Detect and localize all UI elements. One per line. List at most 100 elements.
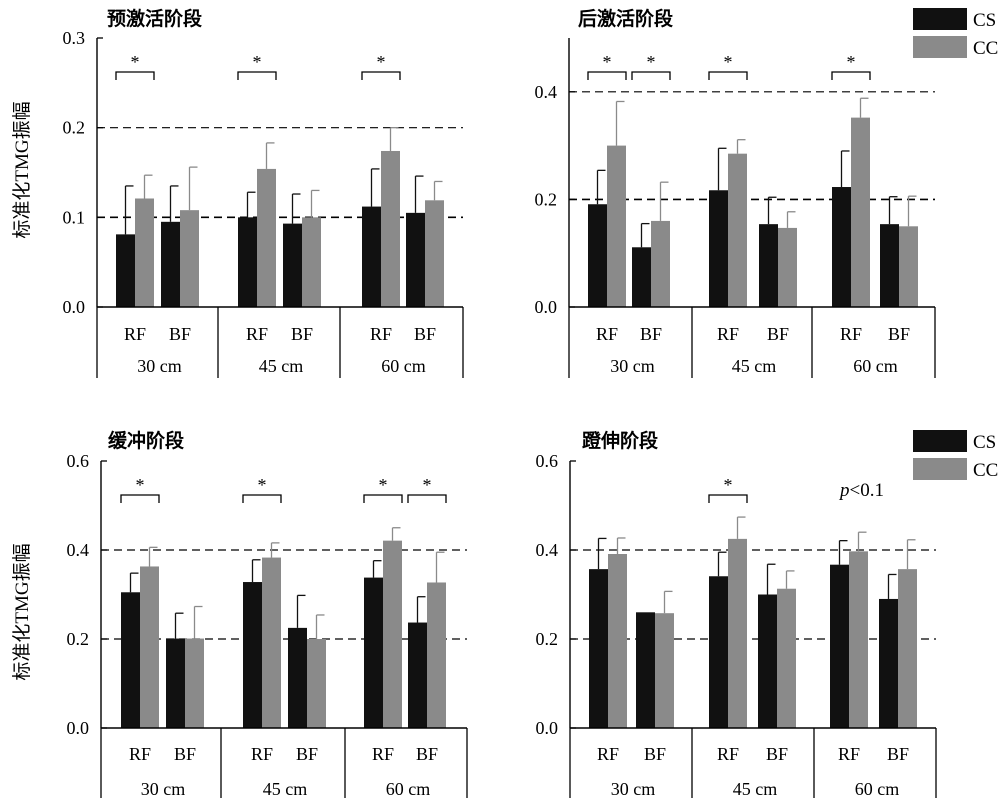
bar-cs-2	[161, 221, 180, 307]
bar-cs-2	[636, 612, 655, 728]
bar-cc-2	[185, 638, 204, 728]
category-label: RF	[596, 324, 618, 344]
chart-panel-3: 缓冲阶段 * * * * 0.0 0.2 0.4 0.6 RF BF RF BF RF BF 30 cm 45 …	[67, 429, 468, 799]
significance-star: *	[131, 52, 140, 72]
chart-panel-1: 预激活阶段 * * * 0.0 0.1 0.2 0.3 RF BF RF BF RF BF 30 cm 45 …	[63, 7, 464, 378]
bar-cc-3	[728, 153, 747, 307]
y-tick-label: 0.2	[536, 629, 559, 649]
y-tick-label: 0.4	[67, 540, 90, 560]
bar-cs-2	[166, 638, 185, 728]
bar-cc-5	[381, 150, 400, 307]
significance-bracket	[631, 71, 671, 80]
bar-cs-5	[364, 577, 383, 728]
bar-cc-3	[257, 168, 276, 307]
legend-swatch-cs	[913, 430, 967, 452]
significance-star: *	[423, 475, 432, 495]
group-label: 30 cm	[137, 356, 182, 376]
bar-cs-6	[408, 622, 427, 728]
significance-star: *	[377, 52, 386, 72]
category-label: RF	[251, 744, 273, 764]
significance-star: *	[603, 52, 612, 72]
group-label: 60 cm	[381, 356, 426, 376]
category-label: BF	[640, 324, 662, 344]
bar-cc-6	[427, 582, 446, 728]
bar-cs-5	[362, 206, 381, 307]
group-label: 60 cm	[855, 779, 900, 799]
legend-label-cc: CC	[973, 460, 998, 481]
category-label: BF	[414, 324, 436, 344]
bar-cc-2	[651, 220, 670, 307]
bar-cs-2	[632, 247, 651, 307]
legend-swatch-cc	[913, 458, 967, 480]
category-label: RF	[840, 324, 862, 344]
y-tick-label: 0.0	[67, 718, 90, 738]
category-label: RF	[246, 324, 268, 344]
bar-cs-6	[879, 598, 898, 728]
bar-cc-4	[777, 588, 796, 728]
bar-cc-1	[607, 145, 626, 307]
significance-bracket	[242, 494, 282, 503]
significance-star: *	[724, 52, 733, 72]
significance-bracket	[831, 71, 871, 80]
category-label: RF	[717, 324, 739, 344]
bar-cc-2	[655, 613, 674, 728]
bar-cs-3	[709, 576, 728, 728]
significance-star: *	[258, 475, 267, 495]
group-label: 45 cm	[263, 779, 308, 799]
category-label: BF	[644, 744, 666, 764]
category-label: BF	[169, 324, 191, 344]
y-tick-label: 0.4	[536, 540, 559, 560]
bar-cs-4	[758, 594, 777, 728]
bar-cc-1	[608, 554, 627, 728]
bar-cs-3	[243, 582, 262, 728]
p-value-note: p<0.1	[838, 480, 884, 501]
significance-star: *	[379, 475, 388, 495]
group-label: 60 cm	[386, 779, 431, 799]
bar-cs-1	[121, 592, 140, 728]
significance-star: *	[724, 475, 733, 495]
group-label: 30 cm	[610, 356, 655, 376]
bar-cs-4	[759, 224, 778, 307]
category-label: BF	[767, 324, 789, 344]
bar-cc-5	[849, 551, 868, 728]
significance-bracket	[587, 71, 627, 80]
chart-panel-2: 后激活阶段 * * * * 0.0 0.2 0.4 RF BF RF BF RF BF 30 cm 45 cm…	[535, 7, 936, 378]
bar-cc-3	[262, 557, 281, 728]
chart-panel-4: 蹬伸阶段 * 0.0 0.2 0.4 0.6 RF BF RF BF RF BF 30 cm 45 cm 6…	[536, 429, 937, 799]
bar-cs-1	[589, 569, 608, 728]
y-axis-label: 标准化TMG振幅	[11, 543, 33, 680]
bar-cc-1	[140, 566, 159, 728]
y-axis-label: 标准化TMG振幅	[11, 101, 33, 238]
legend-swatch-cs	[913, 8, 967, 30]
bar-cc-2	[180, 210, 199, 307]
y-tick-label: 0.2	[67, 629, 90, 649]
legend-swatch-cc	[913, 36, 967, 58]
category-label: RF	[370, 324, 392, 344]
y-tick-label: 0.6	[536, 451, 559, 471]
group-label: 45 cm	[259, 356, 304, 376]
category-label: BF	[174, 744, 196, 764]
bar-cs-5	[832, 187, 851, 307]
significance-bracket	[407, 494, 447, 503]
category-label: RF	[129, 744, 151, 764]
category-label: RF	[124, 324, 146, 344]
category-label: BF	[296, 744, 318, 764]
group-label: 60 cm	[853, 356, 898, 376]
bar-cc-1	[135, 198, 154, 307]
group-label: 45 cm	[732, 356, 777, 376]
category-label: BF	[766, 744, 788, 764]
significance-bracket	[708, 494, 748, 503]
category-label: BF	[888, 324, 910, 344]
bar-cs-6	[880, 224, 899, 307]
bar-cc-5	[851, 117, 870, 308]
chart-title: 后激活阶段	[578, 7, 674, 30]
y-tick-label: 0.3	[63, 28, 86, 48]
category-label: BF	[887, 744, 909, 764]
bar-cs-1	[116, 234, 135, 307]
bar-cc-3	[728, 538, 747, 728]
legend-2: CS CC	[913, 430, 998, 481]
significance-star: *	[847, 52, 856, 72]
legend-label-cs: CS	[973, 10, 996, 31]
category-label: RF	[838, 744, 860, 764]
y-tick-label: 0.0	[535, 297, 558, 317]
